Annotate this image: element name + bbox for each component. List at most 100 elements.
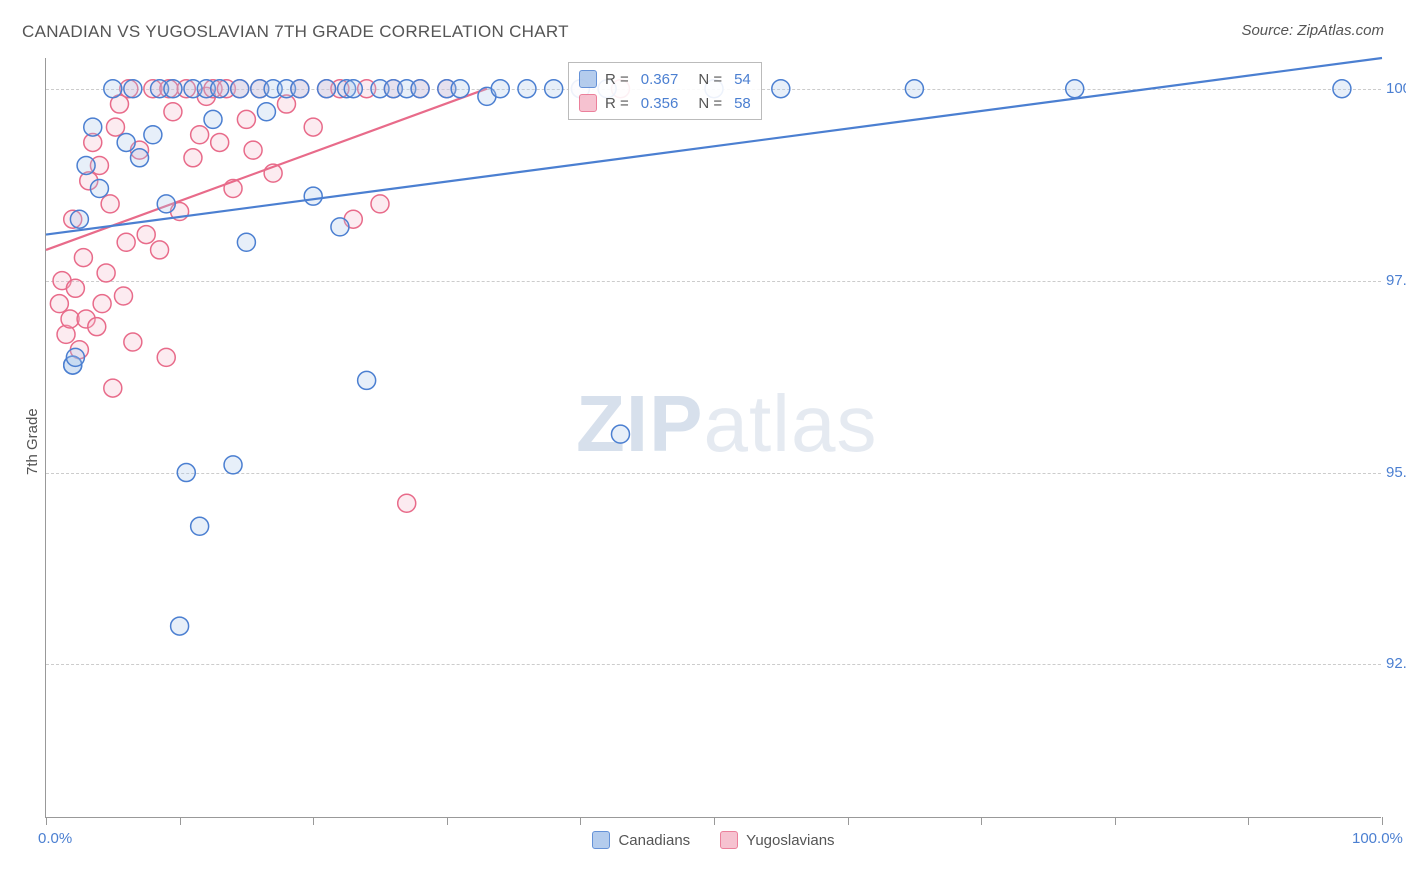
x-tick <box>848 817 849 825</box>
correlation-legend: R = 0.367 N = 54 R = 0.356 N = 58 <box>568 62 762 120</box>
r-value-canadians: 0.367 <box>641 71 679 88</box>
x-tick <box>1248 817 1249 825</box>
data-point <box>157 195 175 213</box>
data-point <box>157 348 175 366</box>
data-point <box>211 80 229 98</box>
x-tick <box>981 817 982 825</box>
x-tick-label: 0.0% <box>38 830 72 847</box>
legend-label-canadians: Canadians <box>618 832 690 849</box>
data-point <box>451 80 469 98</box>
x-tick-label: 100.0% <box>1352 830 1403 847</box>
data-point <box>77 156 95 174</box>
y-tick-label: 95.0% <box>1386 464 1406 481</box>
data-point <box>66 279 84 297</box>
correlation-row-canadians: R = 0.367 N = 54 <box>579 67 751 91</box>
data-point <box>411 80 429 98</box>
n-label: N = <box>698 71 722 88</box>
legend-item-yugoslavians: Yugoslavians <box>720 831 834 849</box>
data-point <box>171 617 189 635</box>
swatch-canadians-icon <box>579 70 597 88</box>
chart-container: CANADIAN VS YUGOSLAVIAN 7TH GRADE CORREL… <box>0 0 1406 892</box>
data-point <box>545 80 563 98</box>
x-tick <box>313 817 314 825</box>
data-point <box>304 118 322 136</box>
x-tick <box>580 817 581 825</box>
data-point <box>191 126 209 144</box>
data-point <box>104 80 122 98</box>
data-point <box>1066 80 1084 98</box>
data-point <box>151 241 169 259</box>
data-point <box>344 80 362 98</box>
data-point <box>291 80 309 98</box>
swatch-canadians-icon <box>592 831 610 849</box>
data-point <box>191 517 209 535</box>
y-tick-label: 97.5% <box>1386 272 1406 289</box>
data-point <box>124 333 142 351</box>
data-point <box>104 379 122 397</box>
data-point <box>124 80 142 98</box>
y-tick-label: 100.0% <box>1386 80 1406 97</box>
data-point <box>177 464 195 482</box>
data-point <box>70 210 88 228</box>
data-point <box>74 249 92 267</box>
r-label: R = <box>605 95 629 112</box>
data-point <box>358 371 376 389</box>
legend-item-canadians: Canadians <box>592 831 690 849</box>
data-point <box>398 494 416 512</box>
n-value-yugoslavians: 58 <box>734 95 751 112</box>
data-point <box>66 348 84 366</box>
n-value-canadians: 54 <box>734 71 751 88</box>
data-point <box>90 180 108 198</box>
data-point <box>237 233 255 251</box>
series-legend: Canadians Yugoslavians <box>46 831 1381 849</box>
source-attribution: Source: ZipAtlas.com <box>1241 22 1384 39</box>
chart-title: CANADIAN VS YUGOSLAVIAN 7TH GRADE CORREL… <box>22 22 569 42</box>
data-point <box>1333 80 1351 98</box>
x-tick <box>447 817 448 825</box>
data-point <box>257 103 275 121</box>
data-point <box>491 80 509 98</box>
n-label: N = <box>698 95 722 112</box>
data-point <box>237 110 255 128</box>
x-tick <box>46 817 47 825</box>
legend-label-yugoslavians: Yugoslavians <box>746 832 834 849</box>
r-value-yugoslavians: 0.356 <box>641 95 679 112</box>
data-point <box>318 80 336 98</box>
data-point <box>93 295 111 313</box>
data-point <box>204 110 222 128</box>
data-point <box>231 80 249 98</box>
plot-svg <box>46 58 1381 817</box>
y-tick-label: 92.5% <box>1386 655 1406 672</box>
data-point <box>88 318 106 336</box>
data-point <box>331 218 349 236</box>
data-point <box>97 264 115 282</box>
data-point <box>371 195 389 213</box>
data-point <box>164 80 182 98</box>
swatch-yugoslavians-icon <box>579 94 597 112</box>
y-axis-label: 7th Grade <box>24 408 41 475</box>
data-point <box>84 118 102 136</box>
correlation-row-yugoslavians: R = 0.356 N = 58 <box>579 91 751 115</box>
plot-area: ZIPatlas R = 0.367 N = 54 R = 0.356 N = … <box>45 58 1381 818</box>
data-point <box>101 195 119 213</box>
data-point <box>772 80 790 98</box>
data-point <box>114 287 132 305</box>
data-point <box>224 456 242 474</box>
x-tick <box>1115 817 1116 825</box>
data-point <box>144 126 162 144</box>
data-point <box>117 233 135 251</box>
swatch-yugoslavians-icon <box>720 831 738 849</box>
data-point <box>905 80 923 98</box>
data-point <box>184 149 202 167</box>
data-point <box>611 425 629 443</box>
data-point <box>244 141 262 159</box>
data-point <box>50 295 68 313</box>
data-point <box>106 118 124 136</box>
x-tick <box>714 817 715 825</box>
data-point <box>117 133 135 151</box>
data-point <box>518 80 536 98</box>
data-point <box>137 226 155 244</box>
data-point <box>211 133 229 151</box>
data-point <box>304 187 322 205</box>
r-label: R = <box>605 71 629 88</box>
